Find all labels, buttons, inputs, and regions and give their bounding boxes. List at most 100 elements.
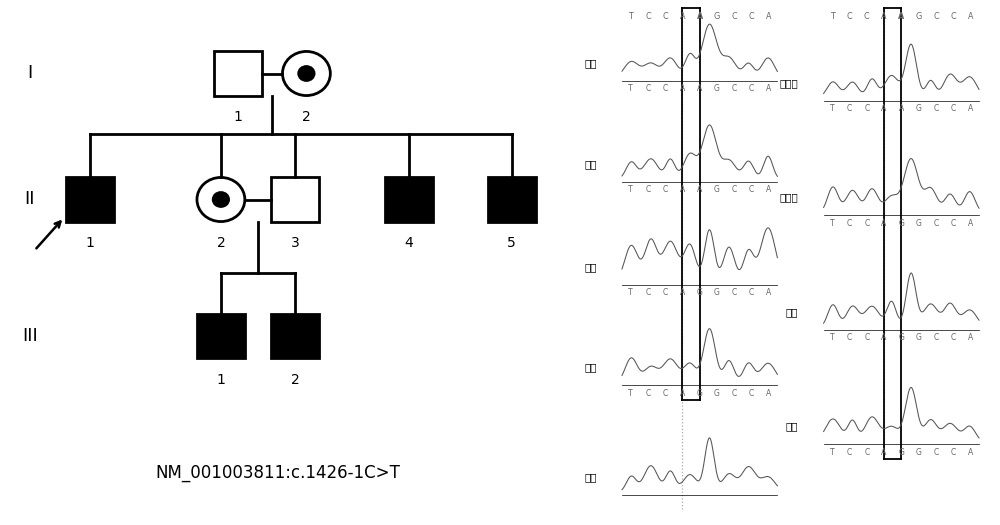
- Text: G: G: [714, 388, 720, 398]
- Text: C: C: [645, 185, 651, 194]
- Circle shape: [282, 51, 330, 96]
- Text: C: C: [731, 12, 737, 22]
- Text: G: G: [714, 288, 720, 297]
- Text: C: C: [645, 288, 651, 297]
- Text: NM_001003811:c.1426-1C>T: NM_001003811:c.1426-1C>T: [155, 464, 400, 481]
- Text: C: C: [933, 333, 938, 342]
- Text: 妹夫: 妹夫: [786, 421, 798, 432]
- Text: A: A: [766, 84, 771, 93]
- Text: C: C: [749, 288, 754, 297]
- Text: C: C: [749, 388, 754, 398]
- Text: C: C: [663, 185, 668, 194]
- Text: C: C: [662, 12, 668, 22]
- Text: A: A: [881, 447, 887, 457]
- Text: 1: 1: [216, 373, 225, 387]
- Text: G: G: [898, 333, 904, 342]
- Text: 1: 1: [234, 110, 242, 124]
- Text: 4: 4: [405, 236, 413, 250]
- Text: C: C: [749, 84, 754, 93]
- Text: C: C: [732, 388, 737, 398]
- Text: A: A: [968, 104, 973, 113]
- Text: 母亲: 母亲: [584, 362, 597, 373]
- Text: 3: 3: [291, 236, 299, 250]
- Text: C: C: [950, 447, 956, 457]
- Text: A: A: [881, 12, 887, 22]
- Text: A: A: [697, 12, 703, 22]
- Text: C: C: [847, 333, 852, 342]
- Text: C: C: [645, 12, 651, 22]
- Text: T: T: [830, 447, 835, 457]
- Text: A: A: [680, 288, 685, 297]
- Text: C: C: [732, 84, 737, 93]
- Text: G: G: [915, 12, 922, 22]
- Text: G: G: [898, 218, 904, 228]
- Text: A: A: [881, 333, 887, 342]
- Text: C: C: [749, 12, 754, 22]
- Text: T: T: [628, 388, 633, 398]
- Text: C: C: [847, 104, 852, 113]
- Text: 小外甥: 小外甥: [780, 192, 798, 203]
- Text: C: C: [864, 104, 869, 113]
- Text: A: A: [968, 218, 973, 228]
- Bar: [214, 51, 262, 96]
- Text: A: A: [968, 12, 973, 22]
- Text: C: C: [864, 218, 869, 228]
- Bar: [385, 177, 433, 222]
- Text: T: T: [628, 288, 633, 297]
- Text: A: A: [680, 84, 685, 93]
- Text: C: C: [933, 12, 939, 22]
- Text: A: A: [766, 185, 771, 194]
- Text: A: A: [697, 84, 702, 93]
- Text: G: G: [916, 104, 922, 113]
- Text: 1: 1: [85, 236, 94, 250]
- Text: C: C: [847, 12, 852, 22]
- Circle shape: [197, 177, 245, 222]
- Text: III: III: [22, 327, 38, 345]
- Text: 2: 2: [302, 110, 311, 124]
- Bar: [197, 314, 245, 358]
- Text: A: A: [881, 218, 887, 228]
- Text: C: C: [645, 84, 651, 93]
- Text: G: G: [916, 333, 922, 342]
- Bar: [488, 177, 536, 222]
- Text: C: C: [847, 218, 852, 228]
- Text: A: A: [766, 12, 772, 22]
- Text: G: G: [898, 447, 904, 457]
- Text: G: G: [714, 185, 720, 194]
- Text: A: A: [968, 447, 973, 457]
- Text: 2: 2: [217, 236, 225, 250]
- Text: A: A: [968, 333, 973, 342]
- Text: C: C: [950, 218, 956, 228]
- Text: G: G: [916, 447, 922, 457]
- Text: A: A: [680, 185, 685, 194]
- Text: C: C: [933, 104, 938, 113]
- Text: G: G: [714, 12, 720, 22]
- Text: I: I: [27, 65, 33, 82]
- Text: C: C: [663, 288, 668, 297]
- Text: 5: 5: [507, 236, 516, 250]
- Text: 妹妹: 妹妹: [786, 307, 798, 317]
- Text: C: C: [864, 447, 869, 457]
- Text: T: T: [830, 333, 835, 342]
- Text: 2: 2: [291, 373, 299, 387]
- Text: C: C: [950, 333, 956, 342]
- Text: C: C: [645, 388, 651, 398]
- Bar: [271, 177, 319, 222]
- Text: T: T: [628, 84, 633, 93]
- Text: 大外甥: 大外甥: [780, 78, 798, 88]
- Text: C: C: [847, 447, 852, 457]
- Text: T: T: [830, 12, 835, 22]
- Text: C: C: [732, 185, 737, 194]
- Text: G: G: [697, 288, 703, 297]
- Text: A: A: [697, 185, 702, 194]
- Text: A: A: [898, 12, 904, 22]
- Text: 本人: 本人: [584, 58, 597, 68]
- Text: 二弟: 二弟: [584, 261, 597, 272]
- Text: 弟弟: 弟弟: [584, 159, 597, 169]
- Text: C: C: [663, 84, 668, 93]
- Text: C: C: [663, 388, 668, 398]
- Text: A: A: [680, 12, 685, 22]
- Text: C: C: [732, 288, 737, 297]
- Text: C: C: [950, 104, 956, 113]
- Text: T: T: [830, 218, 835, 228]
